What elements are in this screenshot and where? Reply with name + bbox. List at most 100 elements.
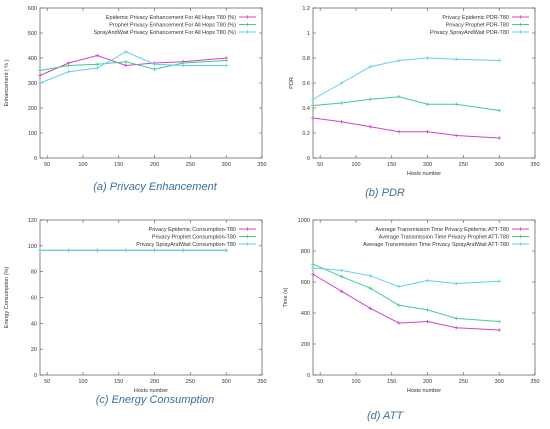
data-point: [368, 124, 373, 129]
legend-label: Average Transmission Time Privacy Prophe…: [379, 235, 509, 241]
legend-label: Prophet Privacy Enhancement For All Hops…: [109, 23, 236, 29]
x-tick-label: 100: [78, 379, 87, 385]
y-tick-label: 0: [307, 373, 310, 379]
chart-panel-3: 0 20 40 60 80 100 120 50 100 150 200 250 300 350 Hosts…: [4, 218, 267, 406]
data-point: [152, 248, 157, 253]
data-point: [454, 102, 459, 107]
x-tick-label: 150: [387, 379, 396, 385]
data-point: [425, 278, 430, 283]
data-point: [152, 67, 157, 72]
data-point: [454, 57, 459, 62]
y-tick-label: 1.2: [302, 6, 310, 12]
data-point: [311, 272, 315, 277]
legend-label: Average Transmission Time Privacy SprayA…: [363, 242, 509, 248]
y-tick-label: 60: [31, 296, 37, 302]
data-point: [397, 284, 401, 289]
data-point: [224, 58, 228, 63]
chart-panel-4: 0 200 400 600 800 1000 50 100 150 200 250 300 350 Hos…: [283, 218, 540, 422]
x-tick-label: 250: [459, 162, 468, 168]
y-tick-label: 0: [307, 156, 310, 162]
data-point: [368, 274, 373, 278]
data-point: [497, 319, 501, 324]
data-point: [497, 136, 501, 140]
x-tick-label: 300: [495, 379, 504, 385]
data-point: [95, 62, 100, 67]
y-axis-label: Energy Consumption (%): [4, 267, 10, 329]
x-tick-label: 350: [257, 379, 266, 385]
y-axis-label: PDR: [289, 77, 295, 89]
data-point: [124, 248, 128, 253]
y-tick-label: 0: [34, 156, 37, 162]
data-point: [224, 63, 228, 68]
data-point: [311, 266, 315, 270]
data-point: [497, 279, 501, 284]
data-point: [454, 316, 459, 321]
legend-label: Privacy Epidemic PDR-T80: [442, 15, 509, 21]
y-axis-label: Time (s): [283, 287, 289, 307]
legend-marker: [518, 15, 523, 19]
y-tick-label: 400: [301, 311, 310, 317]
y-tick-label: 40: [31, 321, 37, 327]
series-line-2: [312, 96, 500, 111]
data-point: [66, 63, 71, 68]
y-tick-label: 0.4: [302, 106, 310, 112]
x-tick-label: 150: [387, 162, 396, 168]
legend-marker: [245, 30, 250, 34]
x-tick-label: 100: [78, 162, 87, 168]
x-tick-label: 250: [186, 162, 195, 168]
y-tick-label: 600: [28, 6, 37, 12]
panel-caption: (d) ATT: [367, 410, 404, 422]
data-point: [425, 129, 430, 134]
y-tick-label: 0.6: [302, 81, 310, 87]
data-point: [454, 325, 459, 330]
y-tick-label: 120: [28, 218, 37, 224]
series-line-3: [312, 57, 500, 100]
data-point: [339, 289, 344, 294]
y-tick-label: 0.2: [302, 131, 310, 137]
data-point: [311, 103, 315, 108]
x-tick-label: 350: [530, 162, 539, 168]
x-axis-label: Hosts number: [407, 388, 441, 394]
data-point: [38, 81, 42, 85]
legend-label: Privacy SprayAndWait Consumption-T80: [136, 242, 236, 248]
data-point: [66, 69, 71, 74]
panel-caption: (a) Privacy Enhancement: [93, 181, 217, 193]
legend-label: SprayAndWait Privacy Enhancement For All…: [94, 30, 237, 36]
data-point: [38, 248, 42, 253]
data-point: [339, 81, 344, 85]
x-tick-label: 200: [150, 162, 159, 168]
legend-marker: [518, 227, 523, 231]
y-tick-label: 800: [301, 249, 310, 255]
series-line-2: [312, 263, 500, 323]
data-point: [368, 286, 373, 290]
x-tick-label: 300: [222, 162, 231, 168]
data-point: [397, 94, 401, 99]
data-point: [339, 101, 344, 105]
x-tick-label: 50: [44, 379, 50, 385]
legend-marker: [518, 30, 523, 34]
data-point: [95, 53, 100, 58]
legend-marker: [518, 22, 523, 27]
legend-marker: [245, 242, 250, 246]
y-tick-label: 200: [301, 342, 310, 348]
plot-frame: [312, 219, 536, 376]
data-point: [311, 116, 315, 120]
data-point: [368, 64, 373, 69]
x-tick-label: 50: [44, 162, 50, 168]
data-point: [497, 328, 501, 332]
data-point: [425, 308, 430, 312]
y-tick-label: 400: [28, 56, 37, 62]
legend-marker: [518, 234, 523, 239]
data-point: [66, 248, 71, 253]
data-point: [397, 58, 401, 63]
legend-label: Privacy Prophet PDR-T80: [446, 23, 509, 29]
data-point: [454, 281, 459, 286]
data-point: [339, 119, 344, 124]
y-tick-label: 80: [31, 270, 37, 276]
x-tick-label: 50: [317, 162, 323, 168]
y-tick-label: 200: [28, 106, 37, 112]
y-tick-label: 100: [28, 244, 37, 250]
data-point: [497, 58, 501, 63]
x-tick-label: 300: [222, 379, 231, 385]
